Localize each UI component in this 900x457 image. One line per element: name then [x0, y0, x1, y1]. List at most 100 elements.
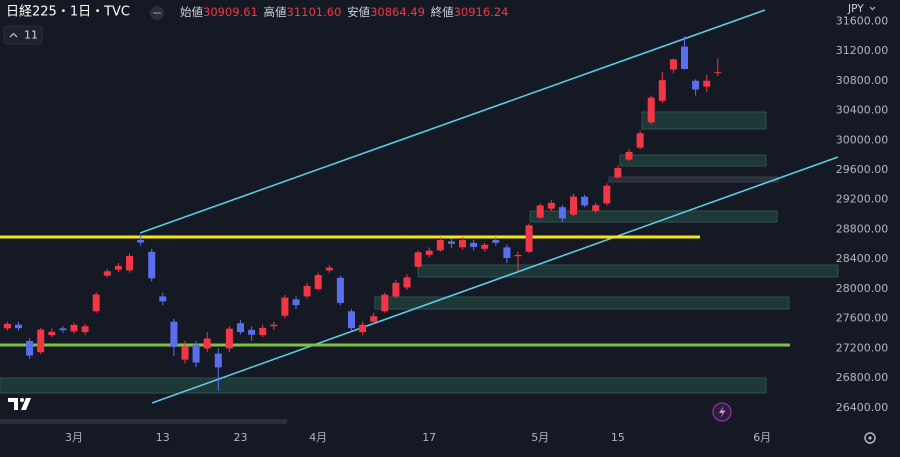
logo-part	[8, 398, 18, 410]
currency[interactable]: JPY	[847, 3, 864, 15]
y-tick-label: 29600.00	[836, 163, 889, 176]
candle-body	[325, 267, 333, 271]
indicator-count: 11	[24, 29, 38, 42]
candle-body	[558, 207, 566, 219]
x-tick-label: 6月	[753, 431, 771, 444]
y-tick-label: 30400.00	[836, 104, 889, 117]
candle-body	[159, 296, 167, 302]
y-tick-label: 28800.00	[836, 222, 889, 235]
x-tick-label: 5月	[531, 431, 549, 444]
candle-body	[137, 239, 145, 243]
candle-body	[303, 285, 311, 297]
candle-body	[625, 151, 633, 160]
candle-body	[181, 346, 189, 360]
candle-body	[514, 254, 522, 257]
x-tick-label: 13	[156, 431, 170, 444]
legend-value: 31101.60	[287, 5, 342, 19]
indicator-toggle[interactable]	[3, 25, 43, 45]
x-tick-label: 3月	[65, 431, 83, 444]
y-tick-label: 31200.00	[836, 44, 889, 57]
candle-body	[525, 225, 533, 252]
logo-part	[20, 398, 24, 402]
candle-body	[681, 46, 688, 70]
y-tick-label: 30800.00	[836, 74, 889, 87]
x-tick-label: 23	[234, 431, 248, 444]
settings-dot	[868, 436, 872, 440]
legend-field: 終値	[431, 5, 454, 19]
candle-body	[692, 80, 700, 90]
candle-body	[414, 252, 422, 267]
zone	[0, 377, 767, 394]
alert-bolt	[719, 406, 726, 418]
candles	[3, 36, 722, 391]
candle-body	[403, 277, 411, 288]
candle-body	[714, 72, 722, 74]
y-tick-label: 27600.00	[836, 312, 889, 325]
legend-field: 高値	[264, 5, 287, 19]
y-tick-label: 26800.00	[836, 371, 889, 384]
chart-title: 日経225・1日・TVC	[6, 5, 130, 20]
candle-body	[59, 328, 67, 331]
candle-body	[148, 251, 156, 279]
y-tick-label: 31600.00	[836, 14, 889, 27]
candle-body	[669, 59, 677, 70]
candle-body	[126, 255, 133, 271]
candle-body	[225, 328, 233, 349]
candle-body	[203, 338, 211, 349]
candle-body	[292, 299, 300, 306]
channel-line[interactable]	[139, 9, 766, 234]
chevron-icon	[869, 6, 876, 11]
candle-body	[658, 80, 666, 101]
y-tick-label: 28400.00	[836, 252, 889, 265]
channel-line[interactable]	[151, 156, 839, 404]
candle-body	[447, 241, 455, 244]
x-tick-label: 17	[422, 431, 436, 444]
candle-body	[381, 294, 389, 312]
candle-body	[481, 244, 489, 249]
legend-field: 始値	[180, 5, 203, 19]
candle-body	[114, 265, 122, 270]
zone	[641, 111, 767, 130]
ohlc-legend: 始値30909.61 高値31101.60 安値30864.49 終値30916…	[180, 5, 508, 19]
y-tick-label: 28000.00	[836, 282, 889, 295]
candle-body	[581, 196, 589, 206]
y-tick-label: 26400.00	[836, 401, 889, 414]
candle-body	[359, 324, 367, 333]
candle-body	[547, 202, 555, 209]
candle-body	[536, 205, 544, 218]
candle-body	[26, 341, 34, 356]
logo-part	[21, 398, 31, 410]
candle-body	[15, 324, 22, 329]
candle-body	[37, 329, 45, 353]
candle-body	[436, 239, 444, 251]
zone	[619, 154, 767, 167]
settings-icon[interactable]	[864, 432, 876, 444]
candle-body	[703, 80, 711, 87]
candle-body	[503, 247, 511, 258]
candle-body	[425, 250, 433, 255]
candle-body	[336, 277, 344, 303]
candle-body	[348, 311, 355, 329]
drawings	[0, 9, 839, 404]
x-tick-label: 4月	[309, 431, 327, 444]
candle-body	[314, 275, 322, 289]
legend-field: 安値	[347, 5, 370, 19]
candle-body	[592, 205, 600, 211]
candle-body	[70, 324, 78, 332]
y-tick-label: 30000.00	[836, 133, 889, 146]
candle-body	[281, 297, 289, 316]
candle-body	[3, 323, 11, 329]
legend-value: 30864.49	[370, 5, 425, 19]
candle-body	[259, 327, 267, 336]
zone	[529, 210, 778, 223]
candle-body	[392, 282, 400, 297]
candle-body	[81, 326, 89, 333]
candle-body	[370, 316, 378, 322]
candle-body	[570, 196, 577, 215]
scrollbar[interactable]	[0, 419, 287, 424]
candle-body	[636, 133, 644, 148]
legend-value: 30909.61	[203, 5, 258, 19]
zone	[417, 264, 839, 278]
